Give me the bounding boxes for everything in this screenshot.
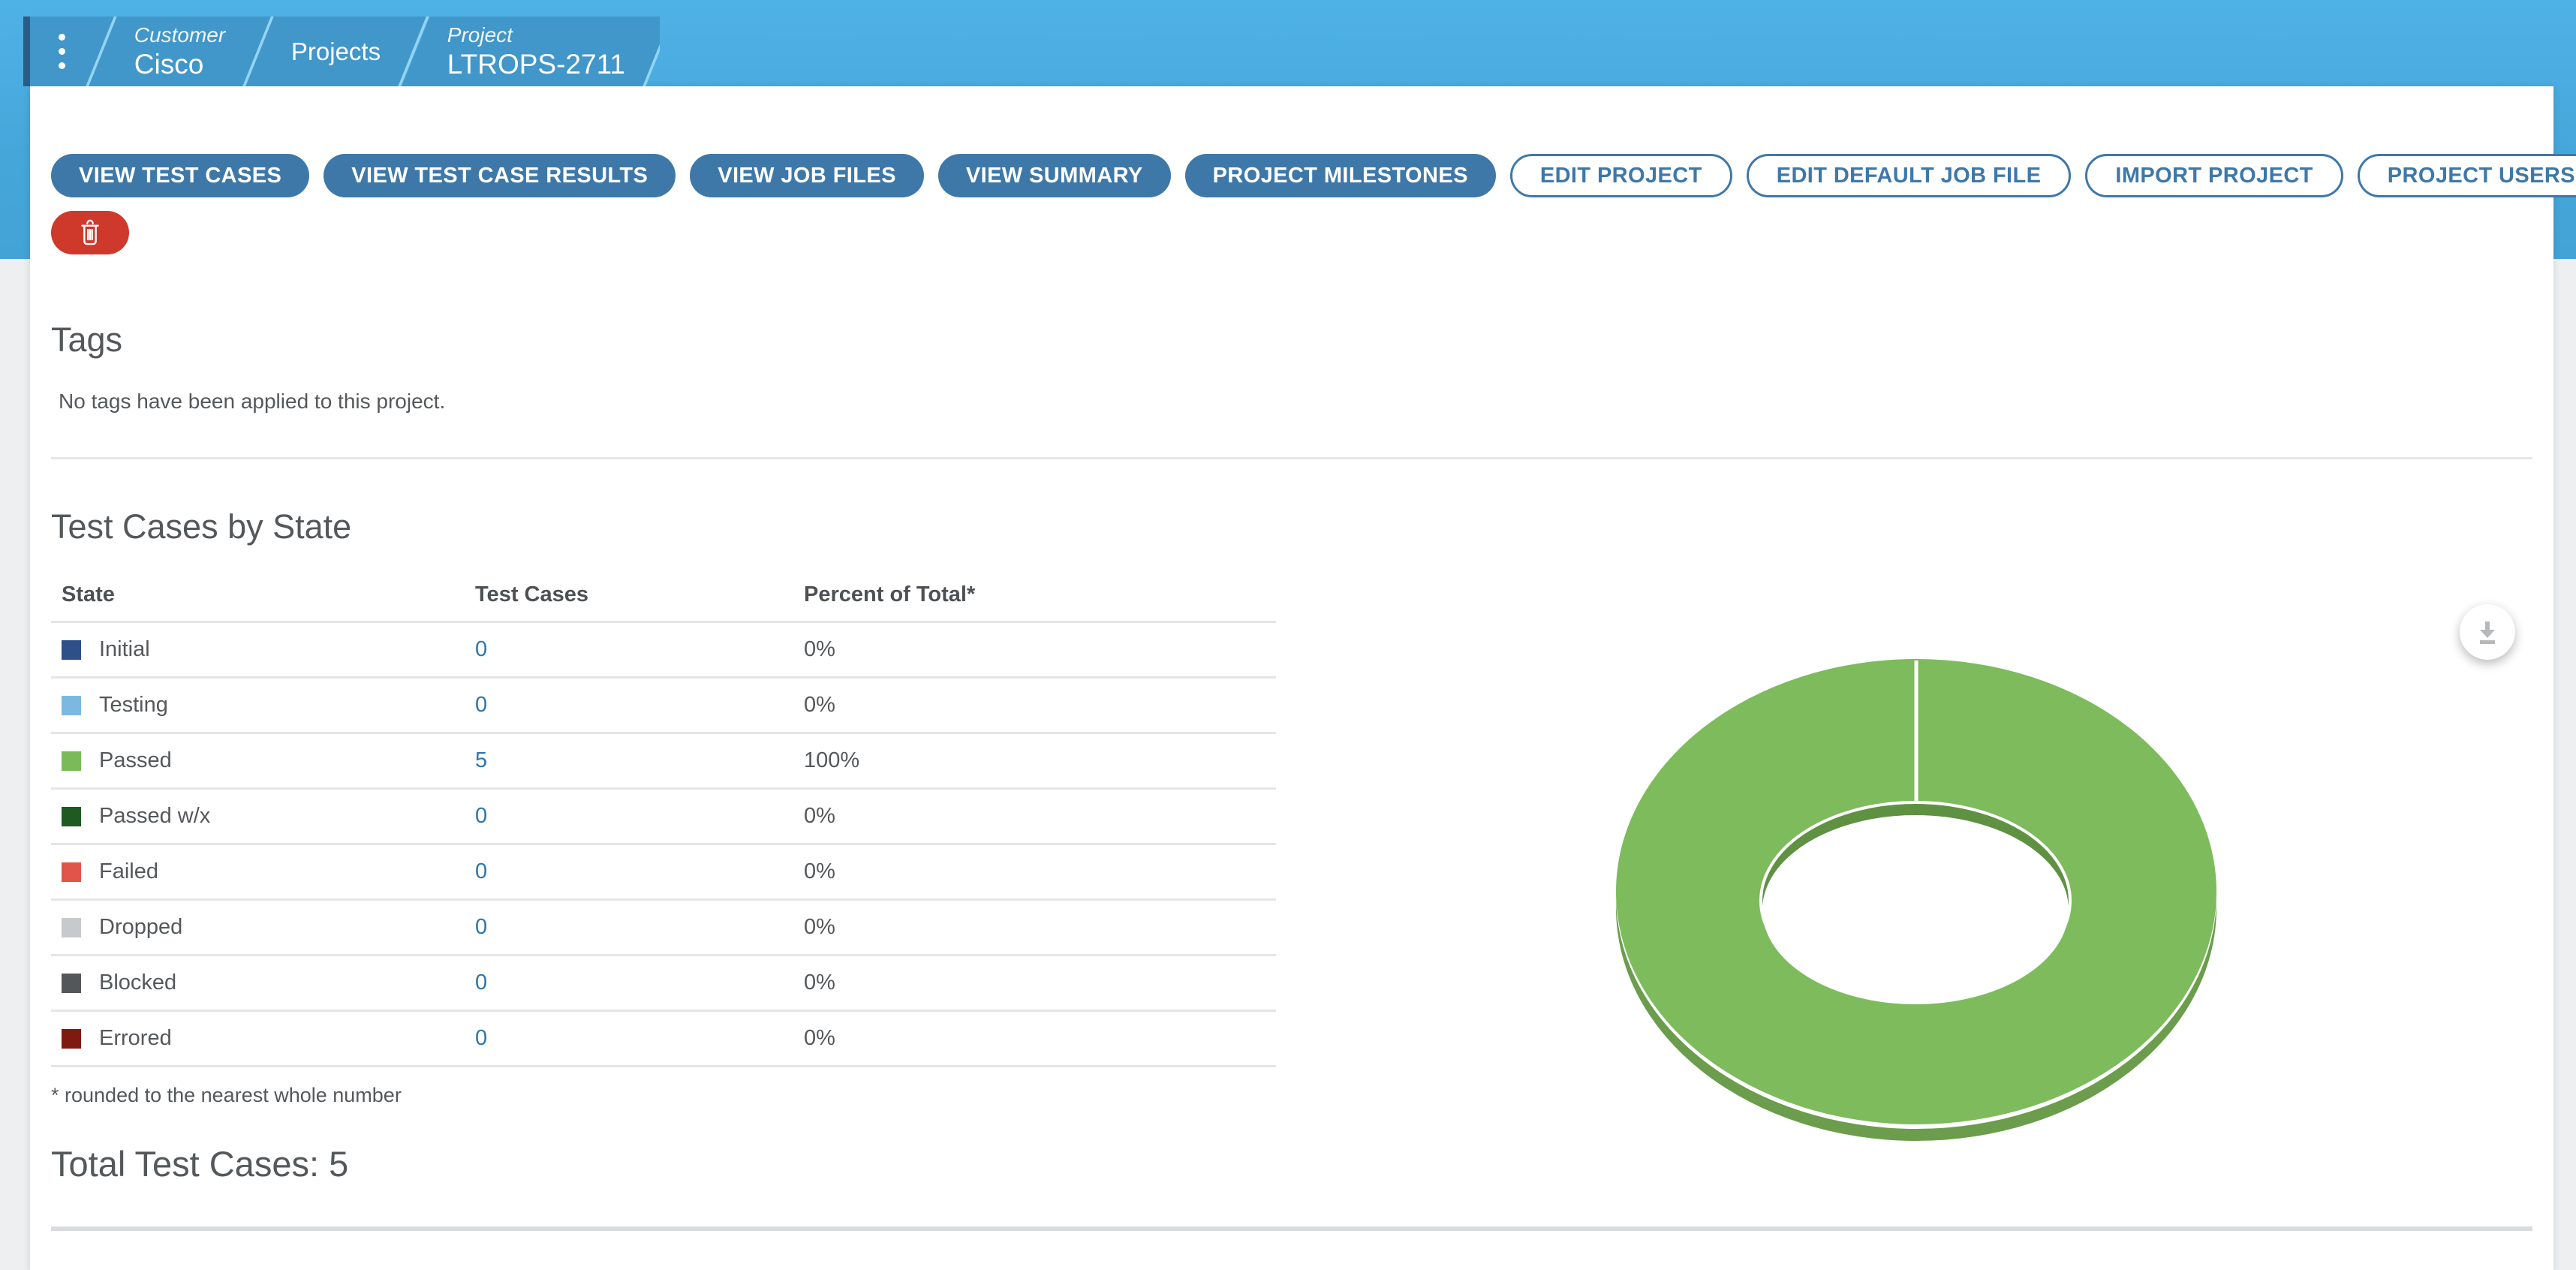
count-cell: 0 [475,971,804,995]
crumb-label: Cisco [134,48,204,80]
trash-icon [81,219,99,245]
crumb-label: Projects [291,37,381,65]
table-row-passed: Passed 5 100% [51,734,1276,790]
test-case-count-link[interactable]: 0 [475,859,488,883]
test-case-count-link[interactable]: 0 [475,804,488,828]
state-label: Testing [99,693,168,717]
breadcrumb: Customer Cisco Projects Project LTROPS-2711 [23,17,660,86]
test-case-count-link[interactable]: 0 [475,915,488,939]
delete-project-button[interactable] [51,211,129,254]
button-view-test-case-results[interactable]: VIEW TEST CASE RESULTS [324,154,676,197]
table-row-testing: Testing 0 0% [51,679,1276,734]
count-cell: 5 [475,748,804,773]
button-view-test-cases[interactable]: VIEW TEST CASES [51,154,310,197]
button-project-milestones[interactable]: PROJECT MILESTONES [1184,154,1496,197]
donut-chart [1613,644,2219,1154]
crumb-label: LTROPS-2711 [447,48,625,80]
state-cell: Testing [51,693,475,718]
kebab-menu-icon [59,34,65,69]
state-cell: Errored [51,1026,475,1051]
donut-slice-passed[interactable] [1616,659,2216,1141]
state-label: Dropped [99,915,183,939]
breadcrumb-crumb-ltrops-2711[interactable]: Project LTROPS-2711 [401,17,660,86]
table-row-dropped: Dropped 0 0% [51,901,1276,956]
percent-cell: 0% [804,915,835,939]
state-cell: Blocked [51,971,475,995]
test-cases-section-title: Test Cases by State [51,507,352,546]
table-row-initial: Initial 0 0% [51,623,1276,679]
breadcrumb-accent-bar [23,17,30,86]
total-test-cases: Total Test Cases: 5 [51,1144,349,1184]
state-swatch [62,917,81,937]
button-edit-project[interactable]: EDIT PROJECT [1509,154,1732,197]
test-cases-table: State Test Cases Percent of Total* Initi… [51,569,1276,1067]
state-cell: Failed [51,859,475,884]
state-label: Passed w/x [99,804,211,828]
column-header-test-cases: Test Cases [475,582,588,606]
percent-cell: 0% [804,804,835,828]
state-swatch [62,1028,81,1049]
state-swatch [62,973,81,993]
test-case-count-link[interactable]: 0 [475,693,488,717]
table-row-failed: Failed 0 0% [51,845,1276,901]
state-label: Errored [99,1026,172,1050]
state-swatch [62,862,81,882]
button-project-users[interactable]: PROJECT USERS [2357,154,2576,197]
button-view-job-files[interactable]: VIEW JOB FILES [690,154,924,197]
table-row-errored: Errored 0 0% [51,1012,1276,1067]
state-swatch [62,806,81,826]
download-chart-button[interactable] [2460,604,2515,660]
tags-section-title: Tags [51,321,123,359]
download-icon [2480,621,2495,644]
column-header-state: State [62,582,115,606]
state-swatch [62,695,81,715]
toolbar-primary-row: VIEW TEST CASES VIEW TEST CASE RESULTS VIE… [51,154,2576,197]
breadcrumb-crumb-projects[interactable]: Projects [245,17,430,86]
test-case-count-link[interactable]: 0 [475,971,488,995]
column-header-percent: Percent of Total* [804,582,976,606]
state-cell: Dropped [51,915,475,940]
button-view-summary[interactable]: VIEW SUMMARY [937,154,1171,197]
count-cell: 0 [475,915,804,940]
state-swatch [62,640,81,660]
crumb-category: Project [447,23,513,47]
breadcrumb-crumb-cisco[interactable]: Customer Cisco [89,17,275,86]
state-cell: Initial [51,637,475,662]
state-label: Passed [99,748,172,772]
count-cell: 0 [475,1026,804,1051]
state-cell: Passed [51,748,475,773]
state-label: Failed [99,859,158,883]
state-swatch [62,751,81,771]
percent-cell: 0% [804,859,835,883]
percent-cell: 100% [804,748,860,772]
count-cell: 0 [475,637,804,662]
percent-cell: 0% [804,1026,835,1050]
rounding-footnote: * rounded to the nearest whole number [51,1084,402,1106]
state-label: Blocked [99,971,177,995]
content-card: VIEW TEST CASES VIEW TEST CASE RESULTS VIE… [30,86,2576,1270]
state-cell: Passed w/x [51,804,475,829]
test-case-count-link[interactable]: 0 [475,637,488,661]
toolbar-secondary-row [51,211,2532,254]
button-edit-default-job-file[interactable]: EDIT DEFAULT JOB FILE [1746,154,2072,197]
bottom-divider [51,1226,2532,1231]
tags-empty-message: No tags have been applied to this projec… [59,390,446,413]
test-case-count-link[interactable]: 5 [475,748,488,772]
table-header-row: State Test Cases Percent of Total* [51,569,1276,623]
table-row-blocked: Blocked 0 0% [51,956,1276,1012]
section-divider [51,457,2532,459]
button-import-project[interactable]: IMPORT PROJECT [2085,154,2343,197]
count-cell: 0 [475,804,804,829]
state-label: Initial [99,637,150,661]
test-case-count-link[interactable]: 0 [475,1026,488,1050]
count-cell: 0 [475,859,804,884]
percent-cell: 0% [804,971,835,995]
table-row-passed-w-x: Passed w/x 0 0% [51,790,1276,845]
crumb-category: Customer [134,23,226,47]
count-cell: 0 [475,693,804,718]
percent-cell: 0% [804,693,835,717]
percent-cell: 0% [804,637,835,661]
